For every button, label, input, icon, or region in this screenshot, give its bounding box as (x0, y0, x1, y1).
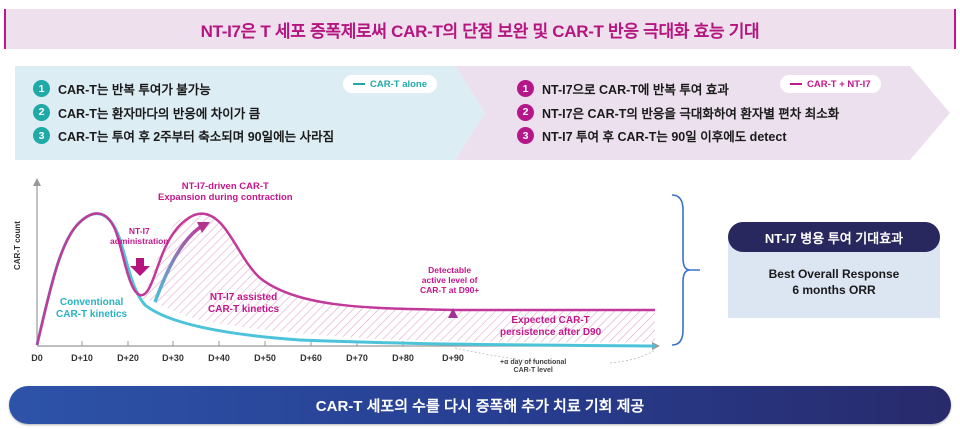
x-axis-arrow-icon (652, 342, 660, 350)
item-text: CAR-T는 투여 후 2주부터 축소되며 90일에는 사라짐 (58, 130, 335, 145)
legend-car-t-nt-i7: CAR-T + NT-I7 (780, 75, 881, 93)
list-item: 1 CAR-T는 반복 투여가 불가능 (33, 77, 334, 101)
x-tick-label: D+70 (346, 353, 368, 363)
detectable-annotation: Detectable active level of CAR-T at D90+ (420, 265, 480, 295)
number-badge: 1 (517, 80, 534, 98)
x-tick-label: D+10 (71, 353, 93, 363)
item-text: CAR-T는 반복 투여가 불가능 (58, 83, 211, 98)
brace (671, 194, 691, 346)
kinetics-chart: CAR-T count NT-I7-driven CAR-T Expansion … (0, 170, 700, 380)
legend-label: CAR-T alone (370, 78, 427, 90)
number-badge: 2 (517, 103, 534, 121)
item-text: NT-I7 투여 후 CAR-T는 90일 이후에도 detect (542, 130, 787, 145)
x-tick-label: D+50 (254, 353, 276, 363)
x-tick-label: D+20 (117, 353, 139, 363)
list-item: 1 NT-I7으로 CAR-T에 반복 투여 효과 (517, 77, 839, 101)
legend-line-icon (790, 83, 802, 85)
footer-text: CAR-T 세포의 수를 다시 증폭해 추가 치료 기회 제공 (315, 397, 645, 415)
title-banner: NT-I7은 T 세포 증폭제로써 CAR-T의 단점 보완 및 CAR-T 반… (4, 9, 956, 49)
number-badge: 2 (33, 103, 50, 121)
car-t-alone-panel: 1 CAR-T는 반복 투여가 불가능 2 CAR-T는 환자마다의 반응에 차… (15, 66, 485, 160)
up-arrow-head-icon (448, 308, 458, 318)
y-axis-arrow-icon (33, 178, 41, 186)
page-title: NT-I7은 T 세포 증폭제로써 CAR-T의 단점 보완 및 CAR-T 반… (200, 21, 760, 41)
item-text: NT-I7은 CAR-T의 반응을 극대화하여 환자별 편차 최소화 (542, 106, 840, 121)
footer-banner: CAR-T 세포의 수를 다시 증폭해 추가 치료 기회 제공 (9, 386, 951, 424)
effect-line-1: Best Overall Response (768, 267, 900, 281)
x-tick-label: D0 (31, 353, 43, 363)
item-text: CAR-T는 환자마다의 반응에 차이가 큼 (58, 106, 261, 121)
list-item: 3 CAR-T는 투여 후 2주부터 축소되며 90일에는 사라짐 (33, 124, 334, 148)
assisted-annotation: NT-I7 assisted CAR-T kinetics (208, 292, 280, 315)
x-tick-label: D+90 (442, 353, 464, 363)
legend-line-icon (353, 83, 365, 85)
expected-effect-box: NT-I7 병용 투여 기대효과 Best Overall Response 6… (728, 222, 940, 318)
list-item: 2 CAR-T는 환자마다의 반응에 차이가 큼 (33, 101, 334, 125)
alpha-annotation: +α day of functional CAR-T level (500, 359, 567, 375)
conventional-annotation: Conventional CAR-T kinetics (56, 297, 128, 320)
effect-line-2: 6 months ORR (792, 282, 876, 297)
expansion-arrow (153, 224, 203, 303)
nt-i7-curve (35, 212, 655, 346)
x-tick-label: D+30 (162, 353, 184, 363)
list-item: 2 NT-I7은 CAR-T의 반응을 극대화하여 환자별 편차 최소화 (517, 101, 839, 125)
x-tick-label: D+80 (392, 353, 414, 363)
arrow-head-icon (197, 222, 210, 233)
down-arrow-icon (130, 258, 150, 276)
number-badge: 3 (33, 127, 50, 145)
legend-label: CAR-T + NT-I7 (807, 78, 871, 90)
driven-annotation: NT-I7-driven CAR-T Expansion during contr… (158, 181, 293, 203)
effect-body: Best Overall Response 6 months ORR (728, 267, 940, 298)
expected-annotation: Expected CAR-T persistence after D90 (500, 315, 602, 338)
car-t-nt-i7-panel: 1 NT-I7으로 CAR-T에 반복 투여 효과 2 NT-I7은 CAR-T… (455, 66, 950, 160)
legend-car-t-alone: CAR-T alone (343, 75, 437, 93)
x-tick-label: D+60 (300, 353, 322, 363)
chart-graphic (33, 178, 700, 364)
admin-annotation: NT-I7 administration (110, 226, 169, 246)
number-badge: 1 (33, 80, 50, 98)
alpha-bracket (454, 347, 656, 364)
y-axis-label: CAR-T count (13, 221, 22, 270)
x-tick-label: D+40 (208, 353, 230, 363)
number-badge: 3 (517, 127, 534, 145)
list-item: 3 NT-I7 투여 후 CAR-T는 90일 이후에도 detect (517, 124, 839, 148)
effect-title: NT-I7 병용 투여 기대효과 (728, 222, 940, 252)
item-text: NT-I7으로 CAR-T에 반복 투여 효과 (542, 83, 729, 98)
